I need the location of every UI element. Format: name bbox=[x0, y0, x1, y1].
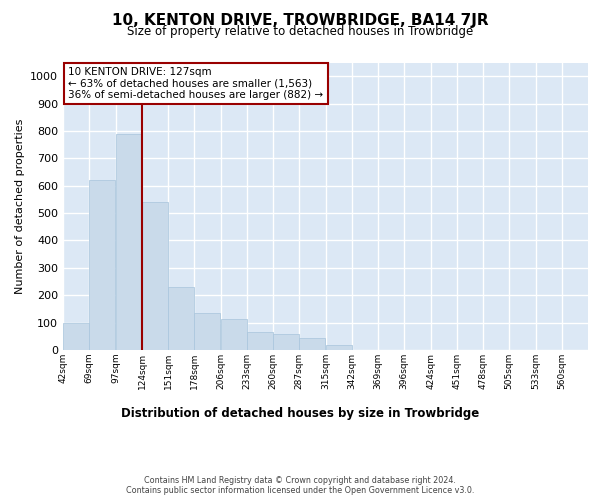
Bar bbox=[142, 202, 168, 350]
Text: 10 KENTON DRIVE: 127sqm
← 63% of detached houses are smaller (1,563)
36% of semi: 10 KENTON DRIVE: 127sqm ← 63% of detache… bbox=[68, 67, 323, 100]
Bar bbox=[63, 322, 89, 350]
Bar bbox=[168, 287, 194, 350]
Bar bbox=[273, 334, 299, 350]
Bar bbox=[194, 313, 220, 350]
Bar bbox=[221, 318, 247, 350]
Text: 10, KENTON DRIVE, TROWBRIDGE, BA14 7JR: 10, KENTON DRIVE, TROWBRIDGE, BA14 7JR bbox=[112, 12, 488, 28]
Text: Contains HM Land Registry data © Crown copyright and database right 2024.
Contai: Contains HM Land Registry data © Crown c… bbox=[126, 476, 474, 495]
Bar bbox=[247, 332, 273, 350]
Bar bbox=[326, 344, 352, 350]
Y-axis label: Number of detached properties: Number of detached properties bbox=[14, 118, 25, 294]
Bar bbox=[299, 338, 325, 350]
Bar bbox=[89, 180, 115, 350]
Bar bbox=[116, 134, 142, 350]
Text: Distribution of detached houses by size in Trowbridge: Distribution of detached houses by size … bbox=[121, 408, 479, 420]
Text: Size of property relative to detached houses in Trowbridge: Size of property relative to detached ho… bbox=[127, 25, 473, 38]
